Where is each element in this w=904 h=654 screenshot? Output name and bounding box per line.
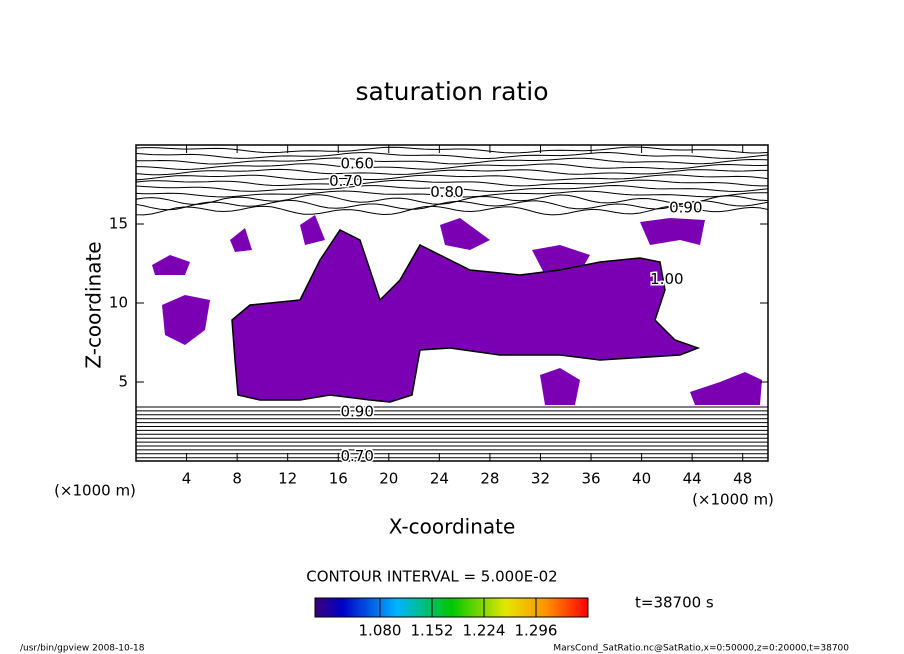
- contour-line: [135, 157, 769, 165]
- region: [690, 372, 762, 405]
- region: [540, 368, 580, 405]
- contour-label: 0.90: [340, 403, 373, 421]
- axes: 4 8 12 16 20 24 28 32 36 40 44 48510150.600.700.800…: [109, 145, 768, 488]
- contour-line: [135, 194, 769, 205]
- x-tick-label: 48: [733, 470, 752, 488]
- contour-line: [135, 168, 768, 176]
- y-unit: (×1000 m): [54, 482, 136, 500]
- contour-label: 0.80: [430, 183, 463, 201]
- y-axis-label: Z-coordinate: [82, 241, 106, 368]
- x-tick-label: 36: [581, 470, 600, 488]
- colorbar: [314, 597, 589, 618]
- x-tick-label: 8: [232, 470, 242, 488]
- x-axis-label: X-coordinate: [389, 515, 516, 539]
- contour-label: 0.70: [340, 447, 373, 465]
- x-tick-label: 28: [480, 470, 499, 488]
- contour-line: [135, 179, 768, 187]
- contour-label: 1.00: [650, 270, 683, 288]
- colorbar-label: 1.296: [515, 622, 558, 640]
- y-tick-label: 5: [118, 373, 128, 391]
- contour-line: [135, 174, 769, 181]
- region: [162, 295, 210, 345]
- region: [300, 215, 325, 245]
- region: [230, 228, 252, 252]
- contour-line: [135, 151, 769, 160]
- x-tick-label: 44: [683, 470, 702, 488]
- x-unit: (×1000 m): [692, 491, 774, 509]
- colorbar-label: 1.224: [463, 622, 506, 640]
- x-tick-label: 32: [531, 470, 550, 488]
- x-tick-label: 24: [430, 470, 449, 488]
- footer-left: /usr/bin/gpview 2008-10-18: [20, 644, 145, 654]
- x-tick-label: 40: [632, 470, 651, 488]
- time-label: t=38700 s: [635, 594, 714, 612]
- contour-interval: CONTOUR INTERVAL = 5.000E-02: [306, 568, 557, 586]
- contour-line: [135, 146, 769, 154]
- contour-lines: [135, 146, 769, 459]
- colorbar-label: 1.080: [359, 622, 402, 640]
- contour-line: [135, 190, 769, 198]
- contour-label: 0.70: [329, 172, 362, 190]
- region-outline: [231, 229, 701, 403]
- footer-right: MarsCond_SatRatio.nc@SatRatio,x=0:50000,…: [553, 644, 849, 654]
- region: [440, 218, 490, 250]
- y-tick-label: 10: [109, 294, 128, 312]
- contour-line: [135, 163, 769, 171]
- colorbar-label: 1.152: [411, 622, 454, 640]
- chart-title: saturation ratio: [355, 77, 548, 106]
- region: [152, 255, 190, 275]
- contour-line: [135, 184, 769, 193]
- x-tick-label: 12: [278, 470, 297, 488]
- x-tick-label: 4: [182, 470, 192, 488]
- region: [640, 218, 705, 245]
- contour-label: 0.60: [340, 154, 373, 172]
- y-tick-label: 15: [109, 215, 128, 233]
- contour-line: [135, 199, 769, 211]
- x-tick-label: 16: [329, 470, 348, 488]
- supersaturated-region: [152, 215, 762, 405]
- region: [232, 230, 698, 402]
- contour-line: [135, 205, 769, 216]
- x-tick-label: 20: [379, 470, 398, 488]
- contour-label: 0.90: [669, 199, 702, 217]
